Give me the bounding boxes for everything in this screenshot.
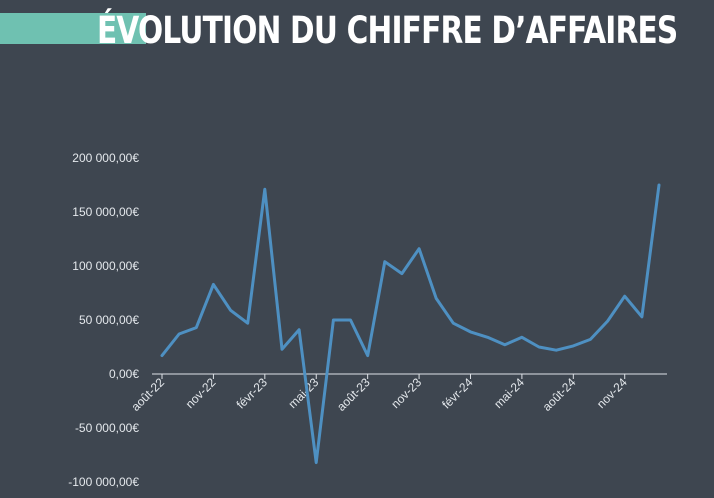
x-axis-ticks [161, 374, 626, 379]
x-tick-label: nov-22 [183, 375, 219, 411]
y-tick-label: -100 000,00€ [68, 475, 139, 489]
x-axis-tick-labels: août-22 nov-22 févr-23 mai-23 août-23 nov-23 f… [128, 375, 630, 414]
x-tick-label: mai-24 [491, 375, 527, 411]
x-tick-label: août-24 [540, 375, 579, 414]
series-line [160, 183, 661, 465]
x-tick-label: août-23 [334, 375, 373, 414]
y-tick-label: -50 000,00€ [75, 421, 139, 435]
y-tick-label: 200 000,00€ [72, 151, 139, 165]
x-tick-label: mai-23 [286, 375, 322, 411]
page-title: ÉVOLUTION DU CHIFFRE D’AFFAIRES [97, 9, 678, 52]
title-accent-bar [0, 13, 146, 44]
y-tick-label: 150 000,00€ [72, 205, 139, 219]
y-axis-tick-labels: 200 000,00€ 150 000,00€ 100 000,00€ 50 000,… [68, 151, 139, 489]
x-tick-label: nov-24 [594, 375, 630, 411]
y-tick-label: 0,00€ [109, 367, 139, 381]
x-tick-label: févr-24 [439, 375, 476, 412]
series-group [160, 183, 661, 465]
y-tick-label: 100 000,00€ [72, 259, 139, 273]
y-tick-label: 50 000,00€ [79, 313, 139, 327]
x-tick-label: févr-23 [234, 375, 271, 412]
x-tick-label: nov-23 [388, 375, 424, 411]
